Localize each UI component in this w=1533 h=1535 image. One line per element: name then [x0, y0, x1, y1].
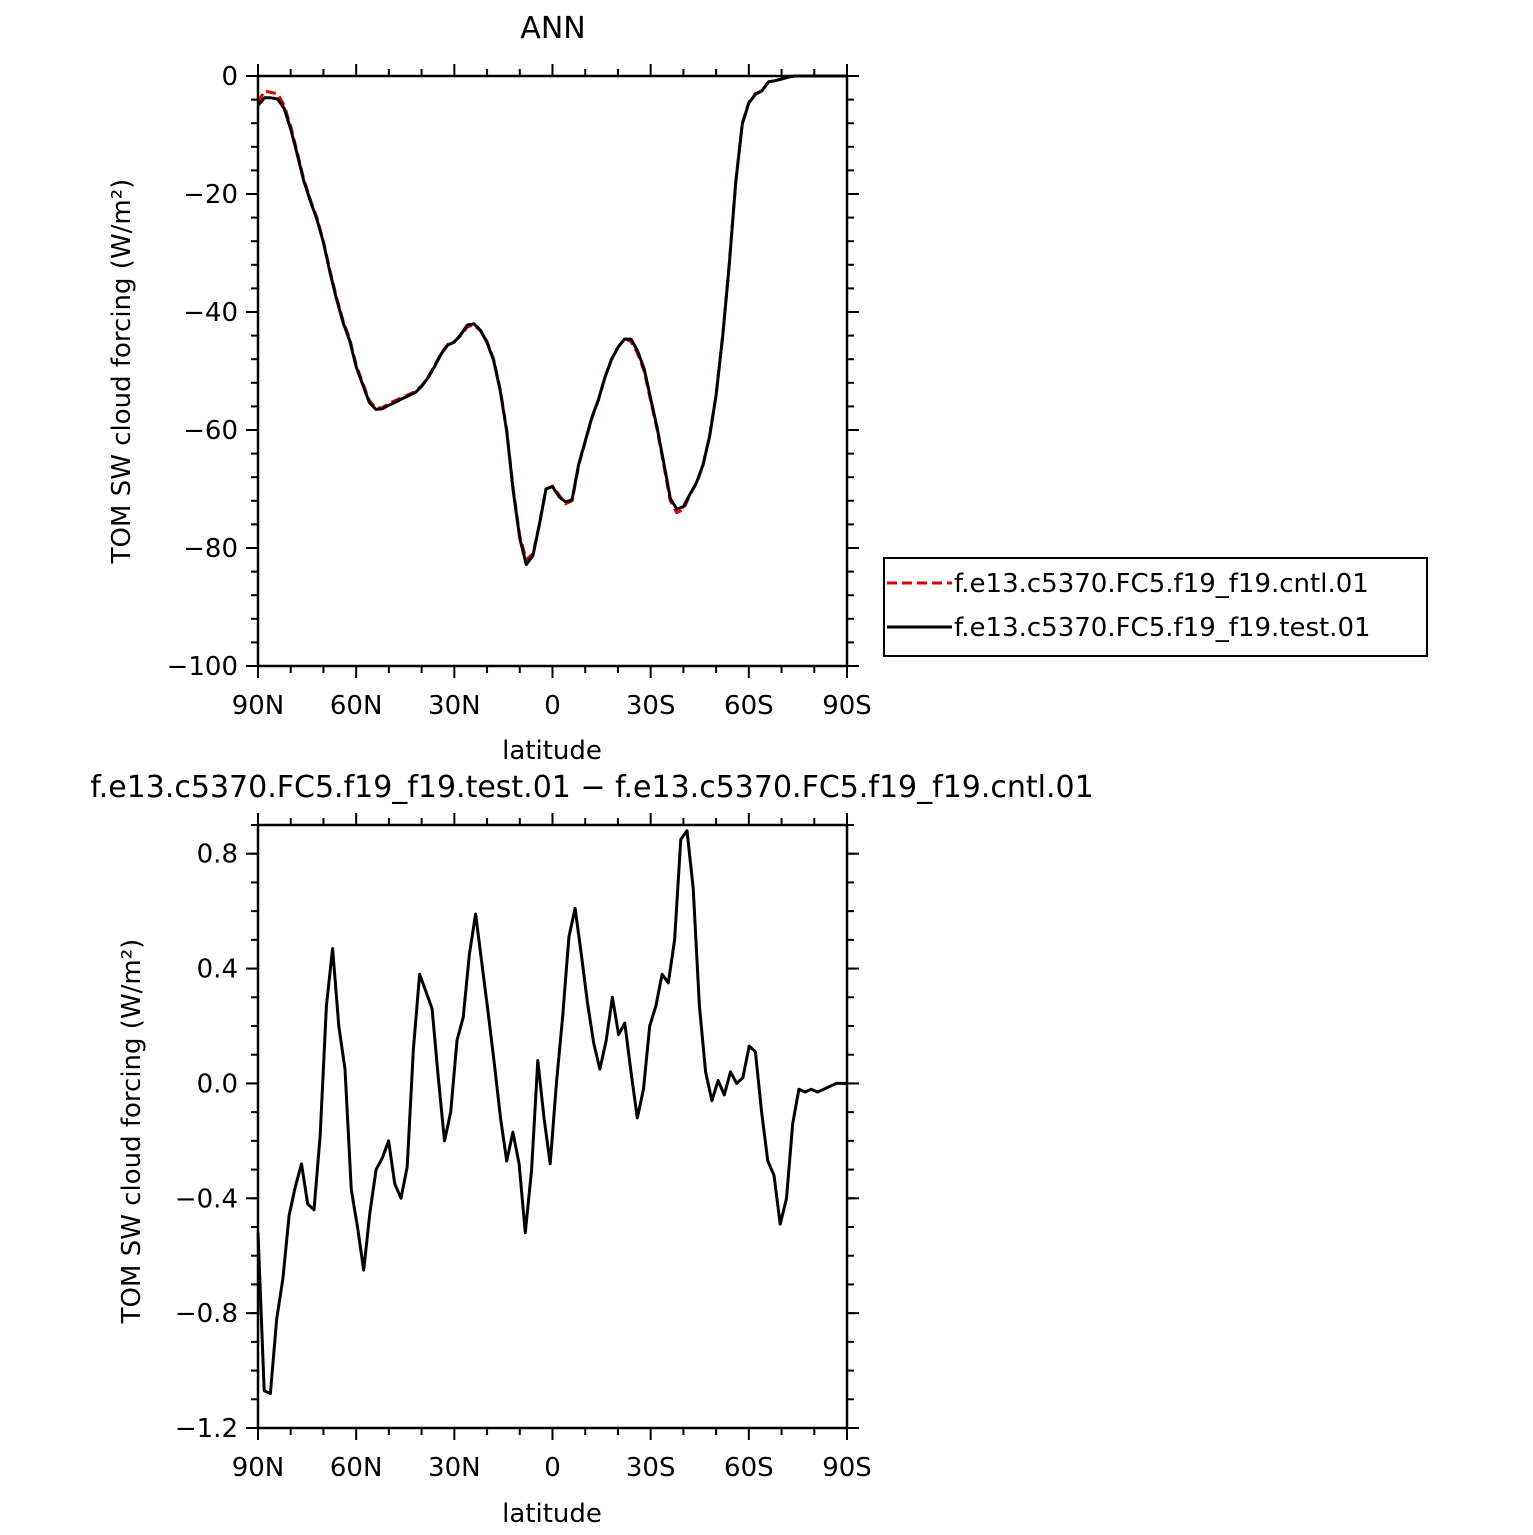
x-tick-label: 60N: [330, 1453, 383, 1483]
x-tick-label: 30N: [428, 1453, 481, 1483]
top-chart-title: ANN: [520, 11, 585, 46]
y-tick-label: −80: [183, 534, 238, 564]
y-tick-label: 0.8: [197, 840, 238, 870]
y-tick-label: −1.2: [175, 1414, 238, 1444]
top-lines: [256, 74, 847, 566]
y-tick-label: 0.0: [197, 1069, 238, 1099]
legend-box: [883, 557, 1428, 657]
legend-label-test: f.e13.c5370.FC5.f19_f19.test.01: [954, 613, 1371, 643]
x-tick-label: 90N: [232, 691, 285, 721]
x-tick-label: 60S: [724, 691, 774, 721]
x-tick-label: 90N: [232, 1453, 285, 1483]
top-ticks: [246, 64, 859, 678]
x-tick-label: 30S: [626, 1453, 676, 1483]
x-tick-label: 0: [544, 691, 561, 721]
bottom-chart-title: f.e13.c5370.FC5.f19_f19.test.01 − f.e13.…: [90, 770, 1093, 805]
bottom-lines: [256, 829, 847, 1395]
x-tick-label: 90S: [822, 1453, 872, 1483]
top-panel: ANN 90N 60N 30N 0 30S 60S 90S 0 −20 −40 −60 −80 −100…: [107, 11, 1428, 766]
bottom-plot-frame: [256, 823, 849, 1430]
y-tick-label: −0.8: [175, 1299, 238, 1329]
legend: f.e13.c5370.FC5.f19_f19.cntl.01 f.e13.c5…: [883, 557, 1428, 657]
bottom-y-axis-label: TOM SW cloud forcing (W/m²): [117, 939, 147, 1325]
x-tick-label: 60N: [330, 691, 383, 721]
top-plot-frame: [256, 74, 849, 668]
y-tick-label: −40: [183, 298, 238, 328]
bottom-x-axis-label: latitude: [502, 1499, 602, 1529]
x-tick-label: 60S: [724, 1453, 774, 1483]
x-tick-label: 90S: [822, 691, 872, 721]
x-tick-label: 30S: [626, 691, 676, 721]
legend-label-cntl: f.e13.c5370.FC5.f19_f19.cntl.01: [954, 569, 1369, 599]
y-tick-label: −100: [167, 652, 238, 682]
bottom-panel: f.e13.c5370.FC5.f19_f19.test.01 − f.e13.…: [90, 770, 1093, 1529]
y-tick-label: −60: [183, 416, 238, 446]
x-tick-label: 0: [544, 1453, 561, 1483]
y-tick-label: 0.4: [197, 955, 238, 985]
series-line-1: [256, 74, 847, 566]
x-tick-label: 30N: [428, 691, 481, 721]
bottom-tick-labels: 90N 60N 30N 0 30S 60S 90S 0.8 0.4 0.0 −0.4 −0.8 −1.2: [175, 840, 872, 1483]
series-line-0: [256, 829, 847, 1395]
top-tick-labels: 90N 60N 30N 0 30S 60S 90S 0 −20 −40 −60 −80 −100: [167, 62, 872, 721]
y-tick-label: −0.4: [175, 1184, 238, 1214]
y-tick-label: −20: [183, 180, 238, 210]
y-tick-label: 0: [221, 62, 238, 92]
top-x-axis-label: latitude: [502, 736, 602, 766]
top-y-axis-label: TOM SW cloud forcing (W/m²): [107, 179, 137, 565]
